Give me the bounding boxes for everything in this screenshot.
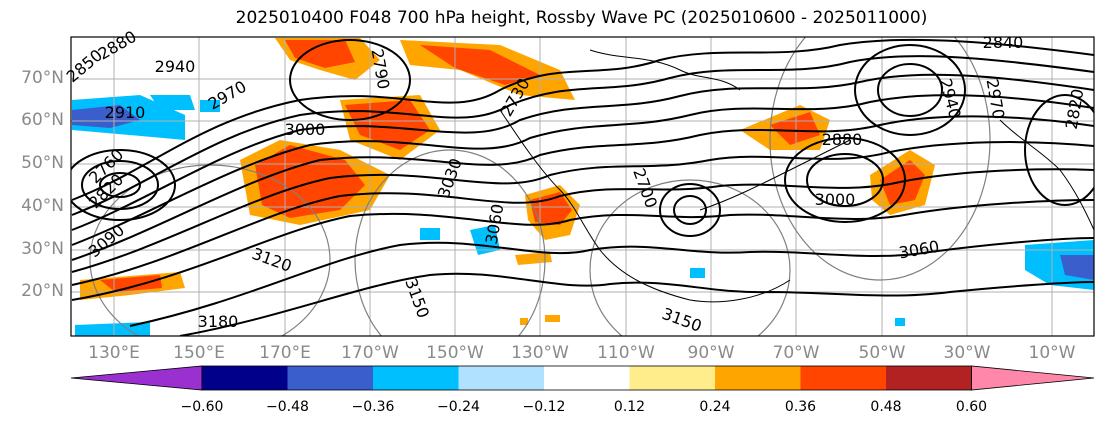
colorbar-swatch (287, 366, 374, 390)
contour-label: 3180 (198, 312, 239, 331)
colorbar-swatch (800, 366, 887, 390)
lat-label-60n: 60°N (21, 110, 64, 130)
contour-label: 3000 (285, 120, 326, 139)
contour-label: 3030 (434, 156, 466, 201)
lat-label-70n: 70°N (21, 68, 64, 88)
colorbar-tick-label: −0.60 (180, 399, 224, 415)
colorbar-tick-label: −0.48 (266, 399, 309, 415)
contour-label: 2820 (1062, 87, 1088, 130)
lon-label-170w: 170°W (341, 343, 399, 363)
contour-label: 2910 (105, 103, 146, 122)
colorbar-tick-label: 0.60 (955, 399, 988, 415)
contour-label: 2970 (983, 77, 1009, 120)
contour-label: 2880 (95, 27, 140, 64)
contour-label: 2970 (205, 77, 250, 114)
lon-label-150w: 150°W (426, 343, 484, 363)
colorbar-tick-label: 0.48 (870, 399, 902, 415)
contour-label: 3150 (401, 276, 433, 321)
lon-label-170e: 170°E (259, 343, 311, 363)
lat-label-40n: 40°N (21, 196, 64, 216)
colorbar-tick-label: 0.24 (699, 399, 731, 415)
gridlines (71, 37, 1094, 336)
colorbar-swatch (886, 366, 972, 390)
colorbar-tick-label: 0.12 (613, 399, 646, 415)
lon-label-150e: 150°E (173, 343, 225, 363)
colorbar-tick-label: −0.36 (351, 399, 395, 415)
lon-label-10w: 10°W (1028, 343, 1076, 363)
contour-label: 2940 (936, 76, 965, 120)
colorbar-swatch (373, 366, 459, 390)
lon-label-110w: 110°W (597, 343, 655, 363)
colorbar-tick-label: 0.36 (784, 399, 817, 415)
coastlines (499, 49, 1094, 303)
contour-label: 2880 (822, 130, 863, 149)
lon-label-130e: 130°E (88, 343, 140, 363)
lat-label-30n: 30°N (21, 239, 64, 259)
colorbar-swatch (544, 366, 630, 390)
lat-label-50n: 50°N (21, 153, 64, 173)
contour-label: 3150 (660, 304, 705, 336)
contour-label: 3000 (815, 190, 856, 209)
contour-label: 3060 (897, 237, 940, 263)
colorbar-tick-label: −0.24 (437, 399, 480, 415)
contour-label: 2700 (629, 166, 661, 211)
contour-label: 3060 (482, 202, 508, 245)
lon-label-70w: 70°W (772, 343, 820, 363)
map-title: 2025010400 F048 700 hPa height, Rossby W… (235, 8, 928, 28)
lat-label-20n: 20°N (21, 281, 64, 301)
contour-label: 2940 (155, 57, 196, 76)
contour-label: 3120 (250, 244, 295, 276)
contour-label: 3090 (85, 220, 128, 261)
colorbar-swatch (202, 366, 288, 390)
lon-label-90w: 90°W (687, 343, 735, 363)
colorbar-swatch (458, 366, 545, 390)
contour-label: 2730 (497, 75, 534, 120)
contour-label: 2840 (983, 33, 1024, 52)
map-frame (70, 36, 1095, 337)
lon-label-50w: 50°W (858, 343, 906, 363)
lon-label-30w: 30°W (943, 343, 991, 363)
contour-label: 2790 (368, 47, 394, 90)
height-contours (71, 38, 1094, 336)
colorbar-swatch (715, 366, 801, 390)
lon-label-130w: 130°W (511, 343, 569, 363)
colorbar-tick-label: −0.12 (522, 399, 566, 415)
colorbar-swatch (629, 366, 716, 390)
